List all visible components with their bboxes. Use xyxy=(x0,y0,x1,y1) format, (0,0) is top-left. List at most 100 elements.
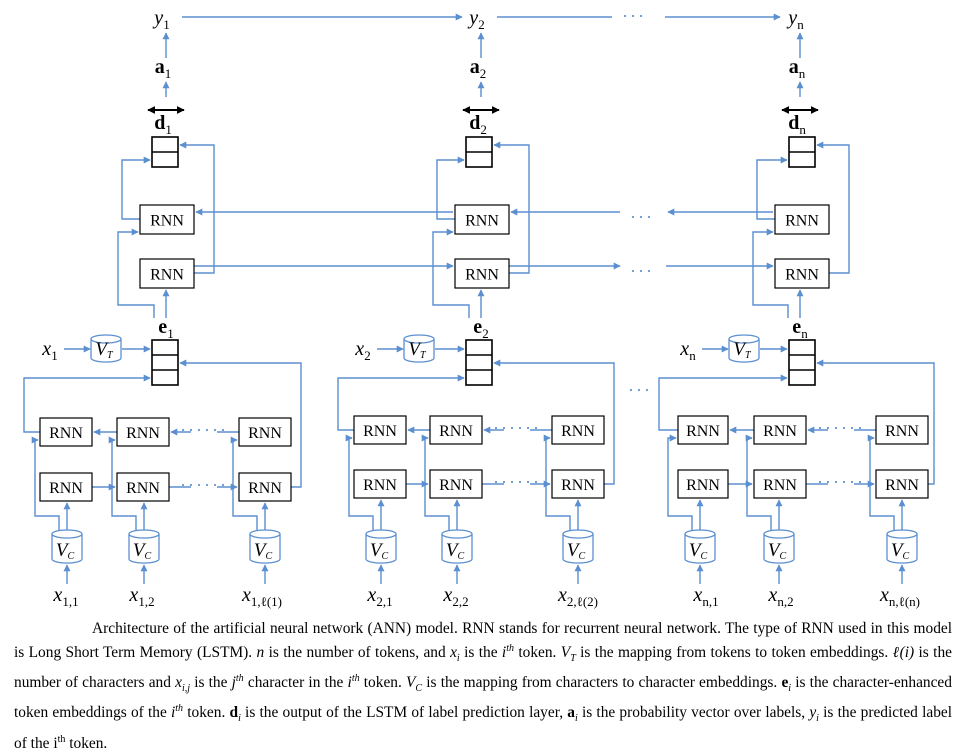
caption-segment: is the xyxy=(459,644,502,662)
char-rnn-backward-2-3-label: RNN xyxy=(561,423,595,440)
caption-segment: token. xyxy=(359,674,406,692)
caption-segment: i xyxy=(53,734,58,752)
char-rnn-forward-1-3 xyxy=(238,472,292,502)
label-rnn-backward-1-label: RNN xyxy=(150,213,184,230)
token-x-1: x1 xyxy=(41,338,57,363)
char-rnn-backward-3-2 xyxy=(753,415,807,445)
backward-to-d-2 xyxy=(436,156,465,220)
char-backward-ellipsis-1: ······ xyxy=(180,420,228,440)
char-embedding-vc-1-2: VC xyxy=(128,529,160,564)
char-rnn-forward-3-3 xyxy=(875,469,929,499)
char-x-2-3: x2,ℓ(2) xyxy=(557,584,598,609)
vc-to-backward-2-2 xyxy=(421,434,450,530)
svg-text:VC: VC xyxy=(56,540,75,562)
char-embedding-vc-1-3: VC xyxy=(249,529,281,564)
char-rnn-forward-1-1-label: RNN xyxy=(49,480,83,497)
char-rnn-forward-1-3-label: RNN xyxy=(248,480,282,497)
svg-text:VC: VC xyxy=(891,540,910,562)
token-x-2: x2 xyxy=(354,338,370,363)
char-rnn-backward-2-3 xyxy=(551,415,605,445)
caption-segment: is the character-enhanced token embeddin… xyxy=(14,674,952,722)
token-x-3: xn xyxy=(679,338,696,363)
caption-segment: is the xyxy=(190,674,232,692)
caption-segment: token. xyxy=(65,734,108,752)
caption-segment: is the output of the LSTM of label predi… xyxy=(240,704,568,722)
caption-segment: is the number of characters and xyxy=(14,644,952,692)
char-rnn-backward-1-1 xyxy=(39,417,93,447)
backward-to-d-3 xyxy=(756,156,788,220)
char-x-3-3: xn,ℓ(n) xyxy=(879,584,920,609)
label-rnn-forward-3-label: RNN xyxy=(785,267,819,284)
label-lstm-output-d-3: dn xyxy=(788,112,806,137)
probability-vector-a-1: a1 xyxy=(155,56,172,81)
caption-segment: i xyxy=(574,713,578,725)
connection-arrows xyxy=(23,13,935,584)
char-rnn-backward-2-1-label: RNN xyxy=(363,423,397,440)
caption-segment: a xyxy=(567,704,575,722)
token-embedding-vt-3: VT xyxy=(728,334,760,363)
char-x-2-2: x2,2 xyxy=(442,584,468,609)
char-forward-to-e-3 xyxy=(816,359,935,485)
char-x-1-2: x1,2 xyxy=(128,584,154,609)
caption-segment: ℓ( xyxy=(892,644,905,662)
char-rnn-forward-3-2-label: RNN xyxy=(763,477,797,494)
token-embedding-vt-1: VT xyxy=(90,334,122,363)
svg-text:VC: VC xyxy=(689,540,708,562)
caption-segment: is the number of tokens, and xyxy=(264,644,451,662)
caption-segment: C xyxy=(415,683,423,695)
char-embedding-vc-3-2: VC xyxy=(763,529,795,564)
char-rnn-backward-3-2-label: RNN xyxy=(763,423,797,440)
probability-vector-a-2: a2 xyxy=(470,56,487,81)
label-rnn-backward-2 xyxy=(454,204,510,235)
label-rnn-forward-3 xyxy=(774,258,830,289)
label-rnn-forward-2-label: RNN xyxy=(465,267,499,284)
label-lstm-output-d-1: d1 xyxy=(154,112,172,137)
predicted-label-y-3: yn xyxy=(786,7,804,32)
label-rnn-backward-3 xyxy=(774,204,830,235)
char-embedding-vc-2-2: VC xyxy=(441,529,473,564)
char-enhanced-embedding-e-1: e1 xyxy=(158,316,173,341)
vc-to-backward-1-1 xyxy=(31,436,60,530)
d-vector-stack-1 xyxy=(151,136,179,168)
char-enhanced-embedding-e-2: e2 xyxy=(473,316,488,341)
vc-to-backward-3-1 xyxy=(667,434,693,530)
label-rnn-backward-3-label: RNN xyxy=(785,213,819,230)
char-x-1-3: x1,ℓ(1) xyxy=(241,584,282,609)
caption-segment: i xyxy=(788,683,792,695)
caption-segment: T xyxy=(570,653,576,665)
label-rnn-forward-1 xyxy=(139,258,195,289)
y-row-ellipsis: ··· xyxy=(622,6,646,26)
caption-segment: token. xyxy=(513,644,561,662)
vc-to-backward-3-2 xyxy=(745,434,772,530)
backward-rnn-ellipsis: ··· xyxy=(630,207,654,227)
e-to-backward-rnn-1 xyxy=(117,228,155,318)
forward-to-d-1 xyxy=(179,141,215,274)
char-embedding-vc-3-1: VC xyxy=(684,529,716,564)
char-rnn-forward-3-1 xyxy=(677,469,729,499)
caption-segment: Architecture of the artificial neural ne… xyxy=(14,620,952,662)
char-rnn-backward-3-1-label: RNN xyxy=(686,423,720,440)
caption-segment: is the probability vector over labels, xyxy=(577,704,810,722)
predicted-label-y-1: y1 xyxy=(152,7,169,32)
svg-text:VT: VT xyxy=(733,339,752,361)
caption-segment: i,j xyxy=(181,683,191,695)
char-rnn-forward-1-2-label: RNN xyxy=(126,480,160,497)
char-forward-ellipsis-1: ······ xyxy=(180,475,228,495)
char-rnn-forward-2-3 xyxy=(551,469,605,499)
caption-segment: d xyxy=(229,704,239,722)
caption-segment: i xyxy=(904,644,909,662)
char-rnn-backward-1-2 xyxy=(116,417,170,447)
char-x-2-1: x2,1 xyxy=(366,584,392,609)
svg-text:VC: VC xyxy=(133,540,152,562)
e-to-backward-rnn-3 xyxy=(752,228,789,318)
caption-segment: th xyxy=(175,703,184,715)
e-vector-stack-3 xyxy=(788,339,816,386)
predicted-label-y-2: y2 xyxy=(467,7,484,32)
char-rnn-forward-3-3-label: RNN xyxy=(885,477,919,494)
label-rnn-backward-1 xyxy=(139,204,195,235)
caption-segment: is the mapping from characters to charac… xyxy=(422,674,782,692)
char-embedding-vc-3-3: VC xyxy=(886,529,918,564)
caption-segment: ) xyxy=(909,644,915,662)
